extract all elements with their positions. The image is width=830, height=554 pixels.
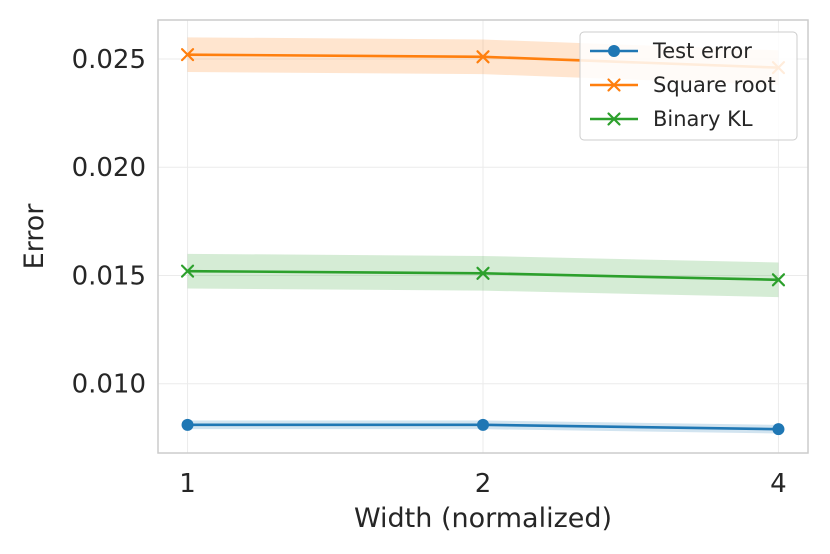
y-tick-label: 0.015 (72, 261, 146, 291)
legend: Test error Square root Binary KL (579, 31, 798, 141)
binary-kl-band (187, 253, 779, 298)
legend-label-square-root: Square root (653, 73, 776, 97)
x-tick-label: 1 (179, 469, 196, 499)
legend-marker-test-error (608, 45, 620, 57)
y-tick-label: 0.010 (72, 370, 146, 400)
legend-box (579, 31, 798, 141)
legend-marker-binary-kl (607, 112, 621, 126)
binary-kl-point (771, 273, 786, 287)
x-axis-label: Width (normalized) (354, 503, 612, 534)
test-error-point (477, 418, 489, 431)
test-error-point (772, 423, 785, 436)
axis-ticks: 0.010 0.015 0.020 0.025 1 2 4 (72, 45, 787, 499)
square-root-point (180, 48, 195, 62)
square-root-point (476, 50, 490, 64)
y-tick-label: 0.020 (72, 153, 146, 183)
legend-marker-square-root (607, 78, 621, 92)
test-error-point (181, 418, 194, 431)
binary-kl-point (476, 266, 490, 280)
legend-label-test-error: Test error (652, 39, 752, 63)
legend-label-binary-kl: Binary KL (653, 107, 753, 131)
x-tick-label: 4 (770, 469, 787, 499)
series-markers (180, 48, 786, 436)
binary-kl-point (180, 264, 195, 278)
y-axis-label: Error (19, 203, 50, 270)
x-tick-label: 2 (475, 469, 492, 499)
grid (158, 20, 808, 453)
y-tick-label: 0.025 (72, 45, 146, 75)
plot-frame (157, 19, 809, 454)
